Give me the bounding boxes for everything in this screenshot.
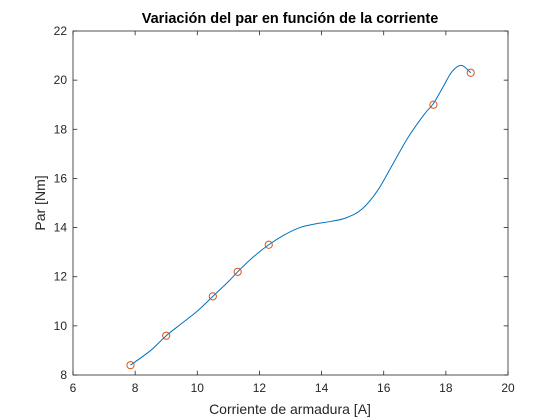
x-tick-label: 20 [501, 381, 515, 395]
data-point [466, 68, 475, 77]
y-tick-label: 10 [54, 319, 68, 333]
y-tick-label: 8 [60, 368, 67, 382]
x-tick-label: 6 [70, 381, 77, 395]
y-tick-label: 18 [54, 122, 68, 136]
x-tick-label: 12 [253, 381, 267, 395]
data-point [126, 361, 135, 370]
y-tick-label: 22 [54, 24, 68, 38]
y-tick-label: 14 [54, 221, 68, 235]
series-layer [126, 64, 475, 370]
data-point [208, 292, 217, 301]
x-tick-label: 18 [439, 381, 453, 395]
plot-area [73, 31, 508, 375]
y-tick-label: 20 [54, 73, 68, 87]
y-tick-label: 16 [54, 171, 68, 185]
data-point [162, 331, 171, 340]
data-point [429, 100, 438, 109]
chart-title: Variación del par en función de la corri… [142, 11, 439, 27]
y-tick-label: 12 [54, 270, 68, 284]
x-tick-label: 16 [377, 381, 391, 395]
axes-box [72, 30, 509, 376]
x-tick-label: 8 [132, 381, 139, 395]
x-tick-label: 14 [315, 381, 329, 395]
data-point [264, 240, 273, 249]
x-axis-label: Corriente de armadura [A] [209, 401, 371, 417]
y-axis-label: Par [Nm] [32, 175, 48, 230]
data-point [233, 267, 242, 276]
x-tick-label: 10 [191, 381, 205, 395]
series-line-0 [130, 64, 472, 366]
